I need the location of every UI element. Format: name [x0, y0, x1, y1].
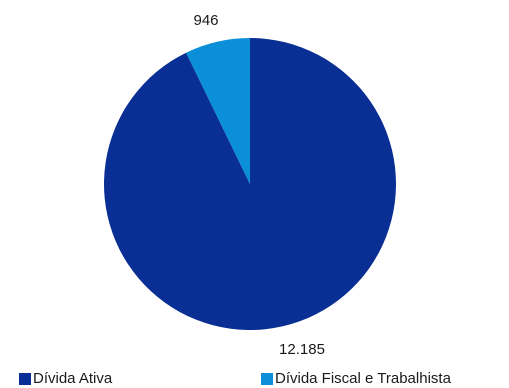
- pie-slice-divida-ativa: [104, 38, 397, 331]
- pie-slices: [104, 38, 397, 331]
- data-label-divida-ativa: 12.185: [279, 341, 325, 358]
- legend-item-divida-ativa: Dívida Ativa: [19, 370, 112, 388]
- legend-swatch: [261, 373, 273, 385]
- legend-label: Dívida Ativa: [33, 370, 113, 387]
- legend: Dívida Ativa Dívida Fiscal e Trabalhista: [0, 370, 509, 388]
- data-label-divida-fiscal: 946: [193, 12, 218, 29]
- pie-slice-divida-fiscal: [186, 38, 250, 184]
- legend-swatch: [19, 373, 31, 385]
- legend-item-divida-fiscal: Dívida Fiscal e Trabalhista: [261, 370, 451, 388]
- legend-label: Dívida Fiscal e Trabalhista: [275, 370, 451, 387]
